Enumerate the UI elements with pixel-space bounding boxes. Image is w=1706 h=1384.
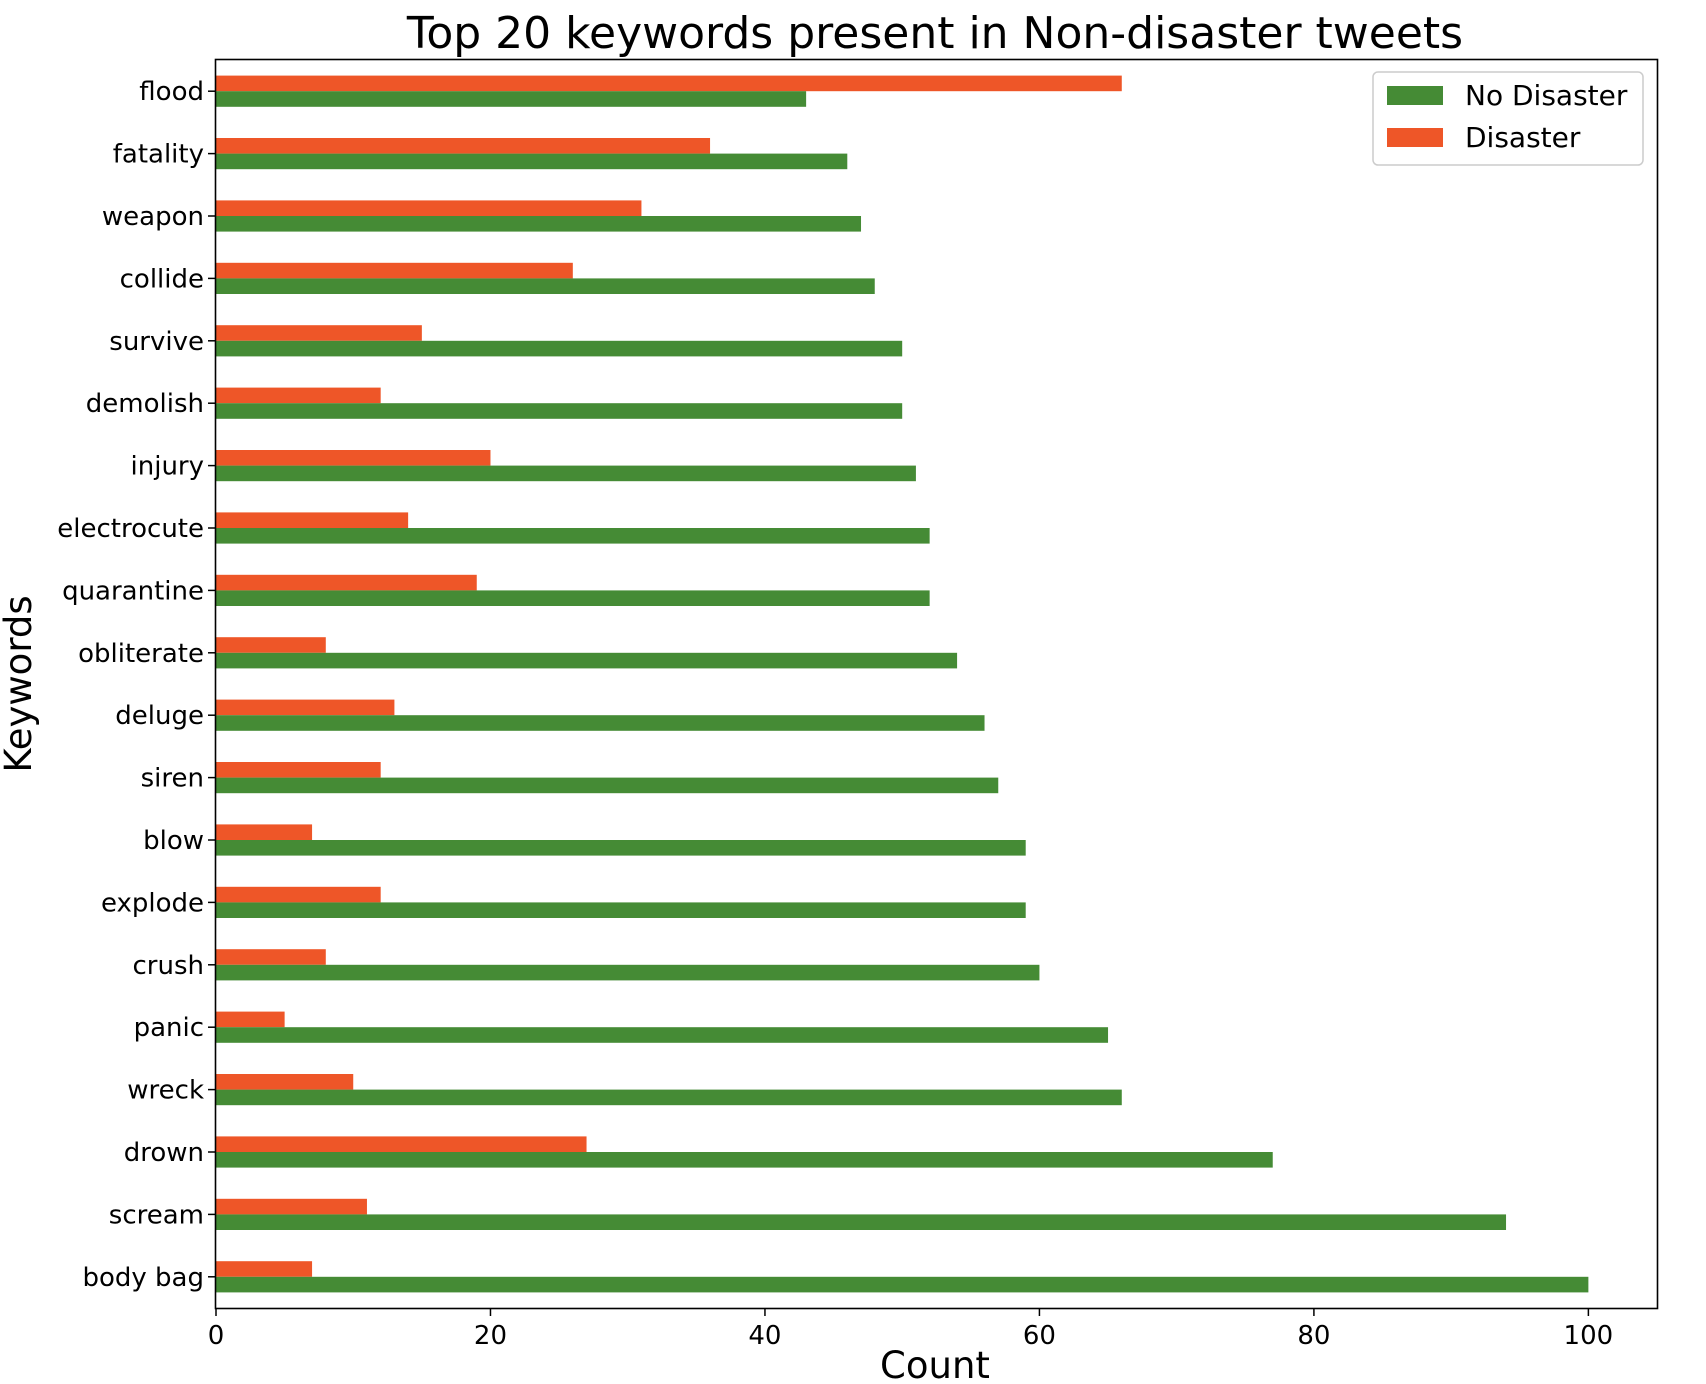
- legend-label-no-disaster: No Disaster: [1465, 79, 1628, 112]
- x-tick-label-80: 80: [1297, 1321, 1330, 1351]
- y-tick-label-deluge: deluge: [115, 701, 204, 731]
- y-tick-label-weapon: weapon: [102, 202, 204, 232]
- y-tick-label-crush: crush: [133, 951, 205, 981]
- y-tick-label-fatality: fatality: [113, 140, 204, 170]
- bar-disaster-survive: [216, 325, 422, 341]
- x-tick-label-20: 20: [474, 1321, 507, 1351]
- bar-no-disaster-flood: [216, 91, 807, 107]
- bar-disaster-drown: [216, 1136, 587, 1152]
- y-tick-label-blow: blow: [143, 826, 204, 856]
- legend-swatch-disaster: [1387, 128, 1443, 147]
- bar-no-disaster-scream: [216, 1214, 1507, 1230]
- legend-swatch-no-disaster: [1387, 86, 1443, 105]
- x-tick-label-60: 60: [1023, 1321, 1056, 1351]
- y-axis-label: Keywords: [0, 595, 40, 772]
- bar-no-disaster-drown: [216, 1152, 1273, 1168]
- bar-disaster-weapon: [216, 200, 642, 216]
- bar-no-disaster-weapon: [216, 216, 862, 232]
- bar-disaster-panic: [216, 1011, 285, 1028]
- y-tick-label-injury: injury: [131, 452, 204, 482]
- bar-no-disaster-obliterate: [216, 652, 958, 669]
- bar-no-disaster-fatality: [216, 153, 848, 170]
- bar-disaster-fatality: [216, 138, 711, 154]
- x-axis-label: Count: [880, 1344, 990, 1380]
- bar-no-disaster-crush: [216, 964, 1040, 981]
- bar-no-disaster-explode: [216, 902, 1026, 918]
- bar-no-disaster-body-bag: [216, 1276, 1589, 1293]
- bar-no-disaster-electrocute: [216, 528, 930, 544]
- bar-disaster-explode: [216, 886, 381, 903]
- x-tick-label-40: 40: [748, 1321, 781, 1351]
- bar-disaster-deluge: [216, 699, 395, 716]
- y-tick-label-obliterate: obliterate: [78, 639, 204, 669]
- chart-title: Top 20 keywords present in Non-disaster …: [406, 8, 1463, 59]
- x-tick-label-0: 0: [208, 1321, 225, 1351]
- bar-no-disaster-collide: [216, 278, 875, 294]
- bar-disaster-demolish: [216, 387, 381, 404]
- bar-disaster-wreck: [216, 1074, 354, 1090]
- y-tick-label-panic: panic: [134, 1013, 204, 1043]
- bar-disaster-body-bag: [216, 1261, 313, 1277]
- bar-disaster-obliterate: [216, 637, 326, 653]
- y-tick-label-wreck: wreck: [127, 1076, 204, 1106]
- bar-disaster-siren: [216, 762, 381, 778]
- bar-disaster-collide: [216, 262, 573, 279]
- y-tick-label-flood: flood: [139, 77, 204, 107]
- bar-no-disaster-siren: [216, 777, 999, 794]
- y-tick-label-electrocute: electrocute: [57, 514, 204, 544]
- y-tick-label-siren: siren: [141, 764, 204, 794]
- y-tick-label-collide: collide: [120, 264, 204, 294]
- bar-no-disaster-panic: [216, 1027, 1109, 1043]
- legend-label-disaster: Disaster: [1465, 121, 1581, 154]
- bar-no-disaster-quarantine: [216, 590, 930, 606]
- bar-disaster-quarantine: [216, 574, 477, 591]
- bar-disaster-flood: [216, 75, 1122, 92]
- bar-no-disaster-deluge: [216, 715, 985, 731]
- y-ticks-group: flood fatality weapon collide survive demolis…: [57, 77, 216, 1293]
- bar-no-disaster-demolish: [216, 403, 903, 419]
- y-tick-label-demolish: demolish: [86, 389, 204, 419]
- bar-no-disaster-survive: [216, 340, 903, 357]
- bar-no-disaster-blow: [216, 840, 1026, 856]
- bar-disaster-scream: [216, 1198, 367, 1215]
- bar-disaster-injury: [216, 450, 491, 466]
- x-tick-label-100: 100: [1564, 1321, 1614, 1351]
- bar-disaster-blow: [216, 824, 313, 840]
- bar-no-disaster-wreck: [216, 1089, 1122, 1106]
- bar-disaster-electrocute: [216, 512, 409, 528]
- y-tick-label-quarantine: quarantine: [62, 576, 204, 606]
- legend: No Disaster Disaster: [1372, 71, 1644, 166]
- bars-group: [216, 75, 1589, 1293]
- y-tick-label-survive: survive: [109, 327, 204, 357]
- bar-disaster-crush: [216, 949, 326, 965]
- y-tick-label-body-bag: body bag: [82, 1263, 204, 1293]
- y-tick-label-drown: drown: [124, 1138, 204, 1168]
- y-tick-label-scream: scream: [109, 1200, 204, 1230]
- bar-no-disaster-injury: [216, 465, 916, 482]
- x-ticks-group: 0 20 40 60 80 100: [208, 1308, 1613, 1351]
- plot-frame: [214, 58, 1659, 1310]
- y-tick-label-explode: explode: [101, 888, 204, 918]
